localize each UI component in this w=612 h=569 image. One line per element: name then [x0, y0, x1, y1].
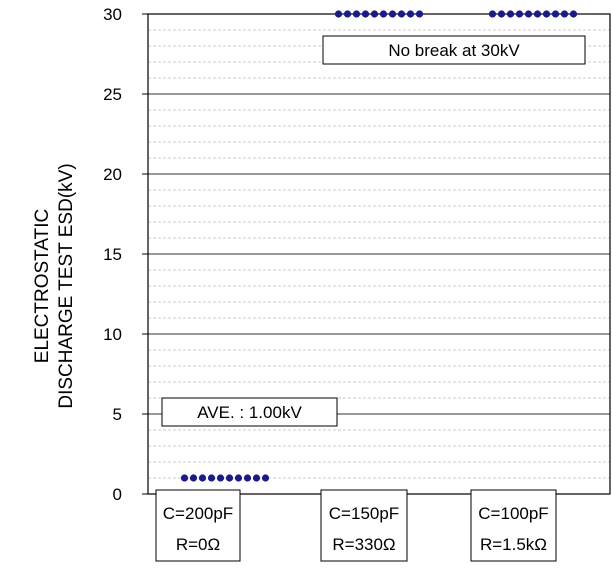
data-point — [570, 10, 577, 17]
data-point — [407, 10, 414, 17]
category-label-line1: C=150pF — [329, 504, 399, 523]
data-point — [516, 10, 523, 17]
y-tick-label: 0 — [113, 485, 122, 504]
annotations: AVE. : 1.00kV No break at 30kV — [162, 36, 585, 426]
data-point — [534, 10, 541, 17]
data-point — [181, 474, 188, 481]
data-point — [199, 474, 206, 481]
data-point — [362, 10, 369, 17]
data-point — [235, 474, 242, 481]
category-label-line2: R=0Ω — [176, 535, 220, 554]
y-axis-label-line2: DISCHARGE TEST ESD(kV) — [56, 163, 77, 408]
data-point — [353, 10, 360, 17]
y-tick-label: 20 — [103, 165, 122, 184]
annotation-text: No break at 30kV — [388, 41, 520, 60]
data-point — [389, 10, 396, 17]
y-tick-label: 5 — [113, 405, 122, 424]
y-tick-label: 10 — [103, 325, 122, 344]
y-axis-ticks: 0 5 10 15 20 25 30 — [103, 5, 148, 504]
data-point — [217, 474, 224, 481]
data-point — [244, 474, 251, 481]
data-point — [416, 10, 423, 17]
data-point — [371, 10, 378, 17]
y-axis-label-line1: ELECTROSTATIC — [32, 209, 53, 363]
data-point — [335, 10, 342, 17]
y-tick-label: 15 — [103, 245, 122, 264]
data-point — [253, 474, 260, 481]
data-point — [543, 10, 550, 17]
data-point — [226, 474, 233, 481]
data-point — [398, 10, 405, 17]
data-point — [380, 10, 387, 17]
annotation-text: AVE. : 1.00kV — [197, 403, 302, 422]
data-point — [552, 10, 559, 17]
data-point — [208, 474, 215, 481]
data-point — [525, 10, 532, 17]
data-point — [190, 474, 197, 481]
data-point — [507, 10, 514, 17]
data-point — [262, 474, 269, 481]
data-point — [561, 10, 568, 17]
category-label-line1: C=100pF — [478, 504, 548, 523]
category-labels: C=200pF R=0Ω C=150pF R=330Ω C=100pF R=1.5kΩ — [156, 490, 556, 561]
y-axis-label: ELECTROSTATIC DISCHARGE TEST ESD(kV) — [32, 163, 77, 408]
data-point — [489, 10, 496, 17]
category-label-line2: R=1.5kΩ — [480, 535, 547, 554]
category-label-line1: C=200pF — [163, 504, 233, 523]
y-tick-label: 30 — [103, 5, 122, 24]
data-point — [498, 10, 505, 17]
category-label-line2: R=330Ω — [332, 535, 395, 554]
data-point — [344, 10, 351, 17]
y-tick-label: 25 — [103, 85, 122, 104]
